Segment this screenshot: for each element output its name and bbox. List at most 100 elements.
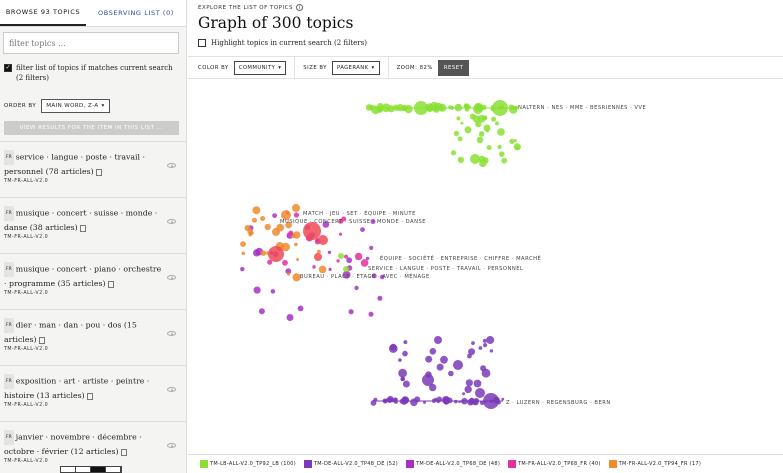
graph-node[interactable] <box>297 305 304 312</box>
graph-node[interactable] <box>423 400 426 404</box>
legend-item[interactable]: TM-LB-ALL-V2.0_TP92_LB (100) <box>200 460 296 468</box>
graph-node[interactable] <box>434 102 443 111</box>
graph-node[interactable] <box>453 360 463 370</box>
graph-node[interactable] <box>267 259 273 265</box>
graph-node[interactable] <box>398 368 407 378</box>
graph-node[interactable] <box>343 266 349 272</box>
graph-node[interactable] <box>414 101 428 115</box>
topic-words[interactable]: musique · concert · piano · orchestre · … <box>4 264 162 289</box>
graph-node[interactable] <box>296 258 299 261</box>
graph-node[interactable] <box>377 295 383 301</box>
highlight-checkbox-row[interactable]: Highlight topics in current search (2 fi… <box>198 38 367 47</box>
graph-node[interactable] <box>292 204 300 212</box>
graph-node[interactable] <box>492 100 508 116</box>
graph-node[interactable] <box>513 139 517 143</box>
graph-node[interactable] <box>346 257 353 264</box>
graph-node[interactable] <box>422 374 434 386</box>
graph-node[interactable] <box>240 266 245 272</box>
graph-node[interactable] <box>456 116 461 121</box>
graph-node[interactable] <box>252 206 261 215</box>
graph-node[interactable] <box>473 104 483 114</box>
graph-node[interactable] <box>396 104 404 112</box>
graph-node[interactable] <box>482 338 487 343</box>
graph-node[interactable] <box>436 399 440 404</box>
graph-node[interactable] <box>281 210 291 220</box>
graph-node[interactable] <box>469 113 476 120</box>
graph-node[interactable] <box>328 267 332 271</box>
view-results-button[interactable]: VIEW RESULTS FOR THE ITEM IN THIS LIST .… <box>4 121 179 135</box>
graph-node[interactable] <box>460 400 464 403</box>
graph-node[interactable] <box>515 146 520 150</box>
graph-node[interactable] <box>499 151 505 157</box>
graph-node[interactable] <box>425 355 433 363</box>
graph-node[interactable] <box>470 154 480 164</box>
tab-browse-topics[interactable]: Browse 93 topics <box>0 0 86 26</box>
highlight-checkbox[interactable] <box>198 39 206 47</box>
graph-node[interactable] <box>481 368 491 378</box>
graph-node[interactable] <box>342 270 351 279</box>
graph-node[interactable] <box>250 231 254 235</box>
graph-node[interactable] <box>394 397 398 401</box>
graph-node[interactable] <box>471 341 475 345</box>
graph-node[interactable] <box>338 232 343 236</box>
eye-icon[interactable] <box>167 163 176 168</box>
topic-list-item[interactable]: FR musique · concert · piano · orchestre … <box>0 253 186 309</box>
graph-node[interactable] <box>338 253 344 259</box>
graph-node[interactable] <box>258 308 265 315</box>
eye-icon[interactable] <box>167 275 176 280</box>
graph-node[interactable] <box>457 156 464 164</box>
topic-list-item[interactable]: FR dier · man · dan · pou · dos (15 artic… <box>0 309 186 365</box>
graph-node[interactable] <box>501 157 508 164</box>
graph-node[interactable] <box>453 130 460 137</box>
graph-node[interactable] <box>440 355 448 364</box>
graph-node[interactable] <box>318 265 327 274</box>
graph-node[interactable] <box>473 379 482 388</box>
graph-node[interactable] <box>282 259 288 266</box>
graph-node[interactable] <box>288 230 294 236</box>
pagination-control[interactable] <box>60 466 122 473</box>
graph-node[interactable] <box>354 285 359 291</box>
graph-node[interactable] <box>369 245 374 250</box>
graph-node[interactable] <box>483 343 488 348</box>
legend-item[interactable]: TM-DE-ALL-V2.0_TP48_DE (52) <box>303 460 398 468</box>
graph-node[interactable] <box>365 104 373 111</box>
order-by-select[interactable]: MAIN WORD, Z-A ▾ <box>41 99 110 113</box>
graph-node[interactable] <box>268 246 284 262</box>
graph-node[interactable] <box>322 221 330 228</box>
graph-node[interactable] <box>476 136 484 144</box>
color-by-select[interactable]: COMMUNITY ▾ <box>233 60 287 75</box>
graph-node[interactable] <box>458 400 461 404</box>
graph-node[interactable] <box>403 340 408 345</box>
graph-node[interactable] <box>314 253 322 261</box>
graph-node[interactable] <box>467 399 474 406</box>
graph-node[interactable] <box>429 383 437 392</box>
graph-node[interactable] <box>497 128 505 136</box>
graph-node[interactable] <box>240 241 246 248</box>
graph-node[interactable] <box>293 212 299 218</box>
graph-node[interactable] <box>467 353 472 359</box>
graph-node[interactable] <box>454 103 463 112</box>
graph-node[interactable] <box>448 370 454 377</box>
graph-node[interactable] <box>442 396 450 404</box>
graph-node[interactable] <box>270 289 276 294</box>
graph-node[interactable] <box>371 273 377 279</box>
topic-list-item[interactable]: FR musique · concert · suisse · monde · d… <box>0 197 186 253</box>
filter-topics-input[interactable] <box>3 32 179 54</box>
graph-node[interactable] <box>483 124 491 132</box>
graph-node[interactable] <box>464 385 472 394</box>
graph-node[interactable] <box>276 223 284 232</box>
graph-node[interactable] <box>292 273 301 282</box>
graph-node[interactable] <box>414 396 421 403</box>
topic-words[interactable]: musique · concert · suisse · monde · dan… <box>4 208 158 233</box>
graph-node[interactable] <box>464 126 472 134</box>
graph-node[interactable] <box>373 397 378 402</box>
topic-words[interactable]: exposition · art · artiste · peintre · h… <box>4 376 150 401</box>
pager-segment[interactable] <box>76 467 91 472</box>
graph-node[interactable] <box>497 144 502 150</box>
graph-node[interactable] <box>285 268 292 275</box>
graph-node[interactable] <box>477 114 486 123</box>
graph-node[interactable] <box>472 398 479 406</box>
eye-icon[interactable] <box>167 331 176 336</box>
graph-node[interactable] <box>462 392 466 396</box>
legend-item[interactable]: TM-DE-ALL-V2.0_TP68_DE (48) <box>406 460 500 468</box>
